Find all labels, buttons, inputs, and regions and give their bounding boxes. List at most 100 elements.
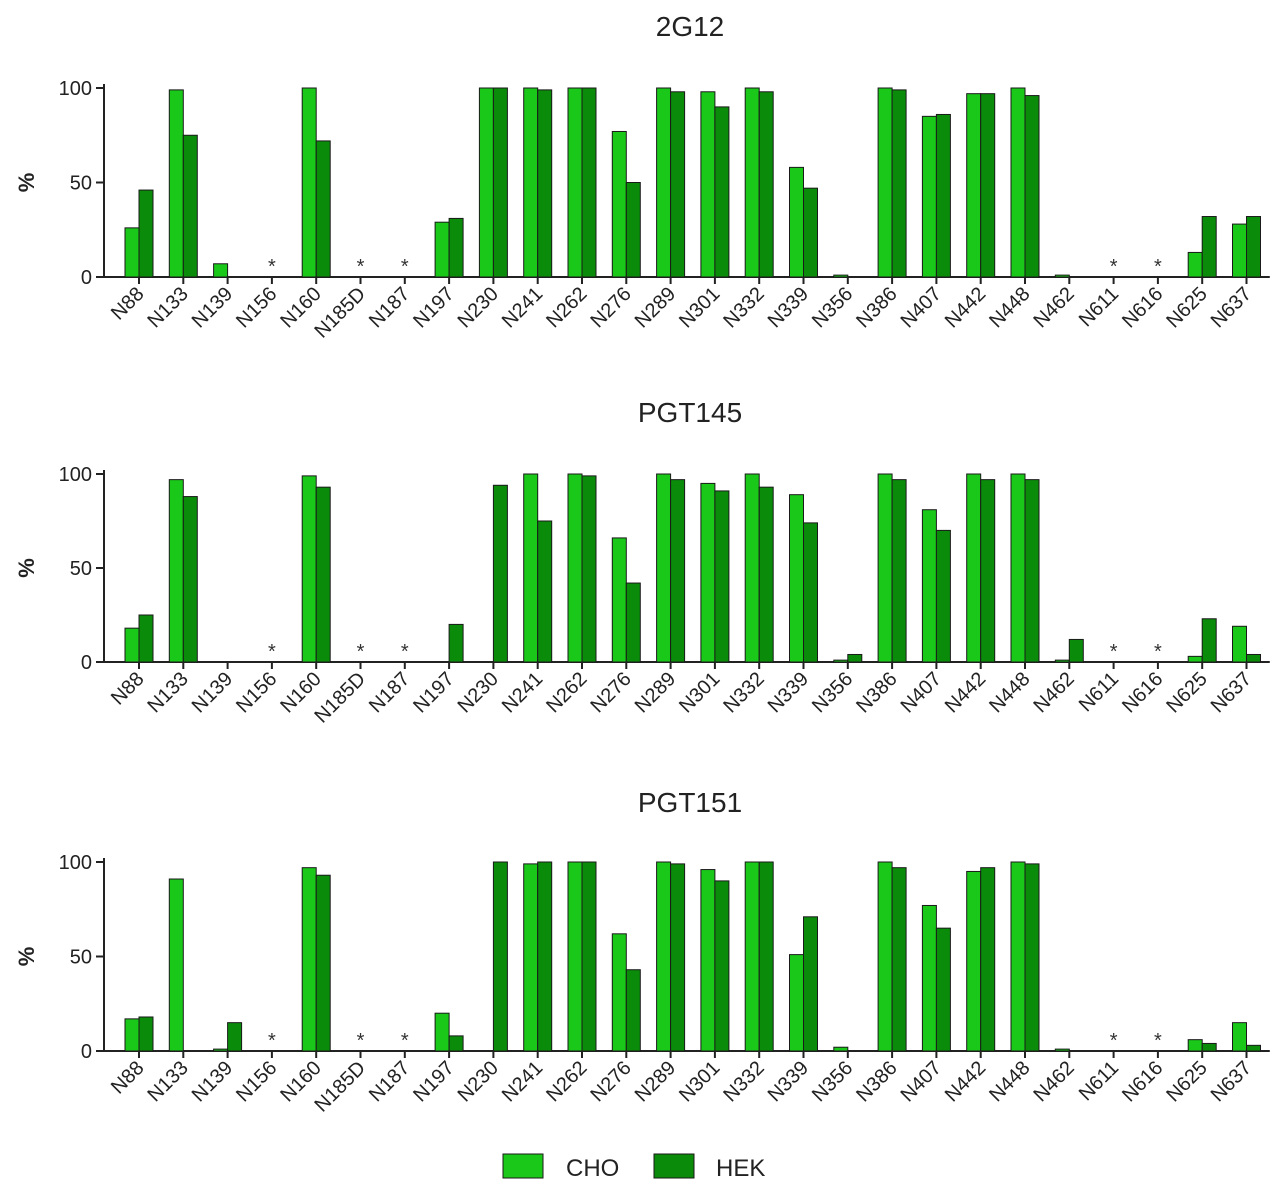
x-tick-label-n332: N332 — [719, 283, 768, 332]
x-tick-label-n442: N442 — [941, 283, 990, 332]
x-tick-label-n185d: N185D — [310, 668, 370, 728]
x-tick-label-n356: N356 — [808, 283, 857, 332]
bar-hek-n197 — [448, 1035, 464, 1052]
y-axis-label: % — [14, 558, 39, 578]
bar-hek-n339 — [803, 522, 818, 663]
x-tick-label-n139: N139 — [188, 668, 237, 717]
bar-hek-n386 — [891, 867, 907, 1052]
bar-cho-n289 — [656, 87, 672, 278]
bar-hek-n289 — [670, 91, 686, 278]
x-tick-label-n197: N197 — [409, 668, 458, 717]
x-tick-label-n442: N442 — [941, 668, 990, 717]
x-tick-label-n625: N625 — [1162, 668, 1211, 717]
bar-hek-n407 — [935, 529, 951, 663]
bar-hek-n462 — [1068, 638, 1084, 663]
bar-cho-n262 — [567, 861, 583, 1052]
bar-cho-n197 — [434, 1012, 450, 1052]
bar-cho-n276 — [611, 537, 627, 663]
bar-hek-n133 — [182, 496, 198, 663]
y-tick-label: 50 — [70, 947, 92, 969]
bar-cho-n407 — [921, 509, 937, 663]
bar-cho-n462 — [1054, 274, 1070, 278]
bar-hek-n276 — [625, 582, 641, 663]
x-tick-label-n616: N616 — [1118, 668, 1167, 717]
bar-cho-n160 — [301, 475, 317, 663]
x-tick-label-n407: N407 — [897, 283, 946, 332]
bar-cho-n262 — [567, 473, 583, 663]
bar-cho-n356 — [833, 274, 849, 278]
bar-cho-n448 — [1010, 87, 1026, 278]
annotation-star-n611: * — [1110, 256, 1118, 278]
bar-hek-n301 — [714, 880, 730, 1052]
x-tick-label-n386: N386 — [852, 1057, 901, 1106]
x-tick-label-n289: N289 — [631, 1057, 680, 1106]
x-tick-label-n339: N339 — [764, 668, 813, 717]
legend-label-hek: HEK — [716, 1155, 765, 1182]
x-tick-label-n88: N88 — [107, 668, 149, 710]
x-tick-label-n187: N187 — [365, 283, 414, 332]
x-tick-label-n88: N88 — [107, 283, 149, 325]
annotation-star-n616: * — [1154, 1030, 1162, 1052]
bar-cho-n139 — [213, 263, 229, 278]
bar-hek-n448 — [1024, 479, 1040, 663]
bar-cho-n339 — [789, 954, 804, 1052]
panel-2g12: 2G12%050100N88N133N139N156N160N185DN187N… — [14, 11, 1270, 343]
bar-cho-n241 — [523, 863, 539, 1052]
x-tick-label-n139: N139 — [188, 283, 237, 332]
x-tick-label-n185d: N185D — [310, 1057, 370, 1117]
bar-cho-n133 — [168, 89, 184, 278]
bar-hek-n133 — [182, 134, 198, 278]
bar-cho-n625 — [1187, 1039, 1203, 1052]
x-tick-label-n241: N241 — [498, 283, 547, 332]
x-tick-label-n197: N197 — [409, 1057, 458, 1106]
y-axis-label: % — [14, 947, 39, 967]
bar-cho-n289 — [656, 473, 672, 663]
bar-cho-n442 — [966, 870, 982, 1052]
bar-hek-n407 — [935, 927, 951, 1052]
x-tick-label-n637: N637 — [1207, 668, 1256, 717]
bar-hek-n289 — [670, 479, 686, 663]
bar-hek-n289 — [670, 863, 686, 1052]
bar-cho-n332 — [744, 861, 760, 1052]
x-tick-label-n637: N637 — [1207, 283, 1256, 332]
x-tick-label-n301: N301 — [675, 668, 724, 717]
annotation-star-n185d: * — [357, 641, 365, 663]
bar-cho-n332 — [744, 473, 760, 663]
x-tick-label-n133: N133 — [143, 668, 192, 717]
x-tick-label-n625: N625 — [1162, 1057, 1211, 1106]
bar-cho-n289 — [656, 861, 672, 1052]
bar-hek-n160 — [315, 140, 331, 278]
x-tick-label-n462: N462 — [1029, 668, 1078, 717]
bar-hek-n637 — [1246, 653, 1261, 663]
x-tick-label-n448: N448 — [985, 283, 1034, 332]
bar-hek-n442 — [980, 93, 996, 278]
x-tick-label-n276: N276 — [586, 668, 635, 717]
y-tick-label: 50 — [70, 173, 92, 195]
panel-pgt145: PGT145%050100N88N133N139N156N160N185DN18… — [14, 397, 1270, 728]
chart-title: PGT151 — [638, 787, 742, 818]
x-tick-label-n197: N197 — [409, 283, 458, 332]
bar-hek-n332 — [758, 861, 774, 1052]
legend-label-cho: CHO — [566, 1155, 619, 1182]
bar-cho-n339 — [789, 494, 804, 663]
annotation-star-n611: * — [1110, 1030, 1118, 1052]
chart-title: PGT145 — [638, 397, 742, 428]
x-tick-label-n276: N276 — [586, 1057, 635, 1106]
bar-hek-n386 — [891, 89, 907, 278]
bar-hek-n262 — [581, 861, 597, 1052]
bar-hek-n197 — [448, 217, 464, 278]
y-tick-label: 100 — [59, 78, 92, 100]
x-tick-label-n637: N637 — [1207, 1057, 1256, 1106]
x-tick-label-n448: N448 — [985, 668, 1034, 717]
bar-cho-n301 — [700, 91, 716, 278]
bar-cho-n637 — [1232, 625, 1247, 663]
x-tick-label-n230: N230 — [454, 668, 503, 717]
bar-cho-n160 — [301, 87, 317, 278]
annotation-star-n185d: * — [357, 1030, 365, 1052]
bar-hek-n160 — [315, 486, 331, 663]
x-tick-label-n386: N386 — [852, 668, 901, 717]
y-tick-label: 100 — [59, 852, 92, 874]
y-tick-label: 50 — [70, 558, 92, 580]
bar-cho-n230 — [478, 87, 494, 278]
